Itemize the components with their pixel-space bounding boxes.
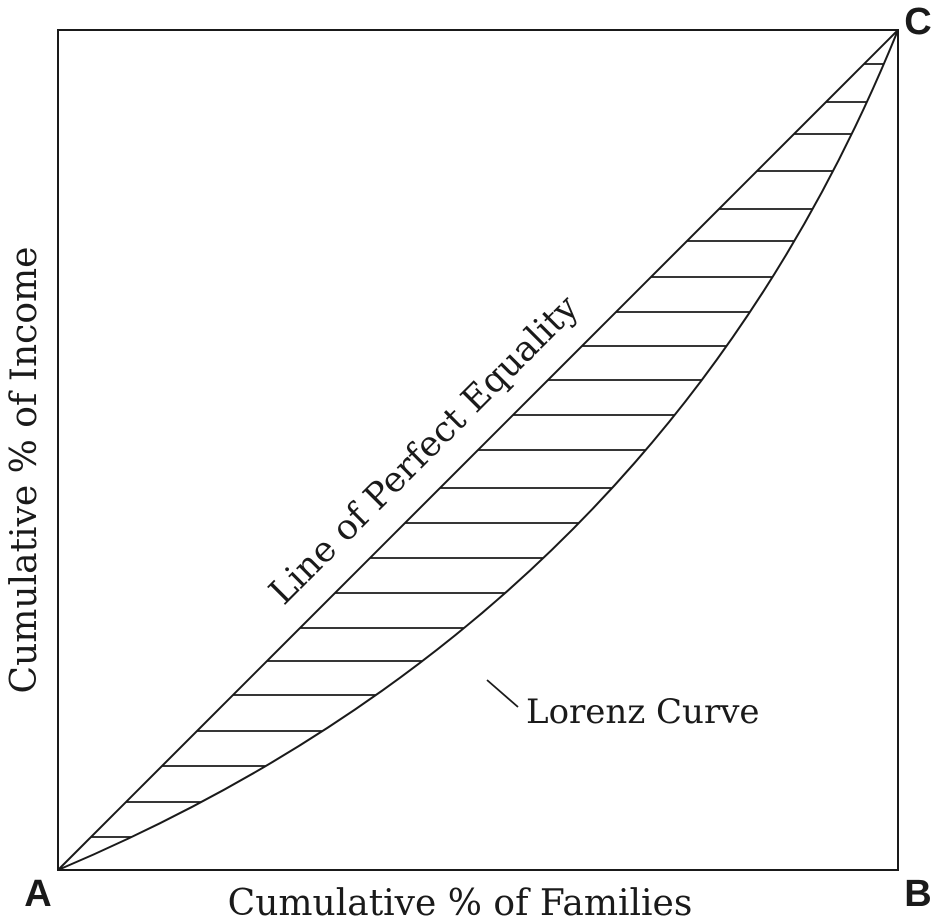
corner-label-b: B (904, 873, 931, 915)
corner-label-a: A (24, 873, 51, 915)
lorenz-curve-label: Lorenz Curve (526, 692, 760, 732)
plot-frame (57, 29, 899, 871)
y-axis-label: Cumulative % of Income (4, 247, 45, 694)
inequality-area-hatching (91, 63, 884, 838)
x-axis-label: Cumulative % of Families (228, 883, 693, 921)
line-of-perfect-equality (57, 29, 899, 871)
lorenz-curve-leader-line (486, 679, 519, 708)
corner-label-c: C (904, 1, 931, 43)
lorenz-curve (57, 29, 899, 871)
